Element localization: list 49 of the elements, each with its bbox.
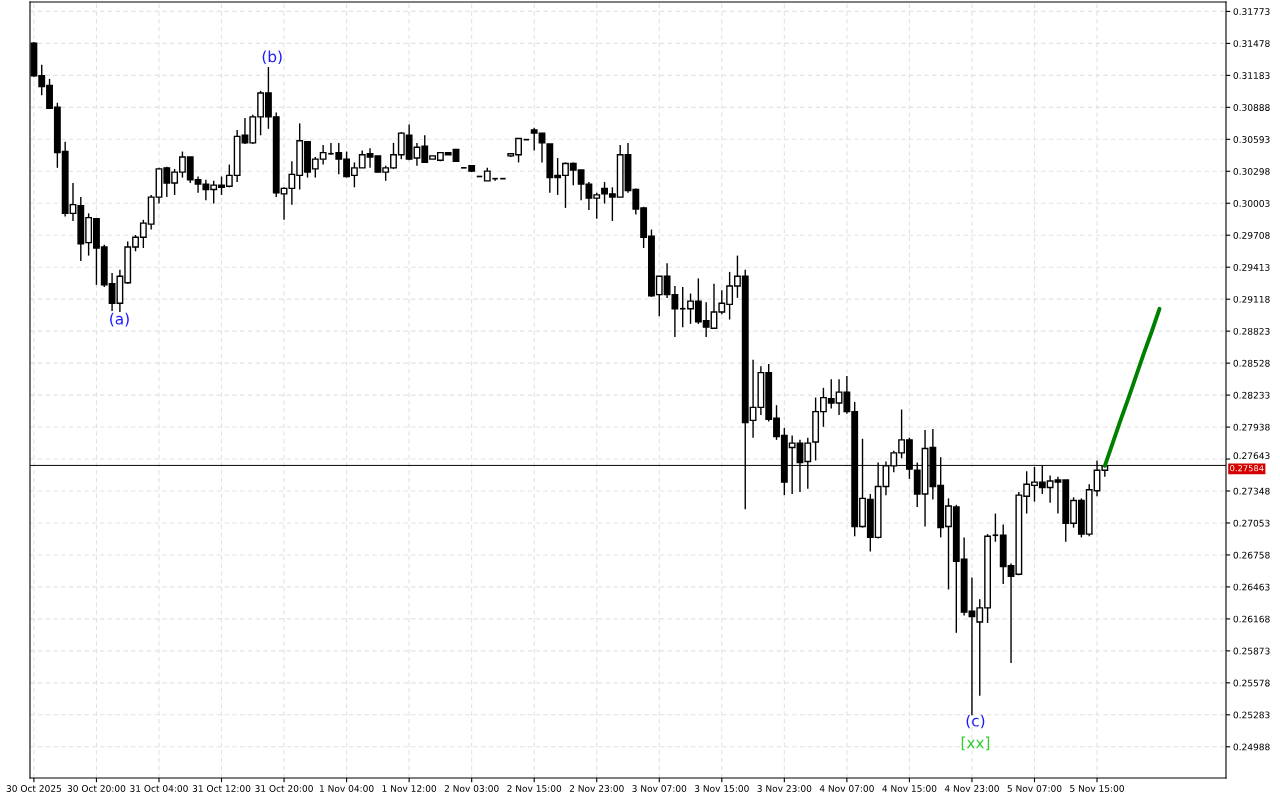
y-tick-label: 0.29413 [1233,263,1270,271]
annotation: (a) [110,312,129,327]
x-tick-label: 5 Nov 07:00 [1007,785,1062,792]
x-tick-label: 30 Oct 20:00 [67,785,126,792]
x-tick-label: 2 Nov 03:00 [444,785,499,792]
y-tick-label: 0.31478 [1233,40,1270,47]
ref-line-label: 0.27584 [1230,465,1264,472]
y-tick-label: 0.28528 [1233,359,1270,367]
y-tick-label: 0.28823 [1233,327,1270,335]
x-tick-label: 3 Nov 23:00 [757,785,812,792]
annotation: [xx] [961,736,990,751]
x-tick-label: 5 Nov 15:00 [1070,785,1124,792]
y-tick-label: 0.27643 [1233,452,1270,460]
y-tick-label: 0.24988 [1233,743,1270,751]
y-tick-label: 0.30298 [1233,168,1270,175]
candlestick [991,512,999,543]
y-tick-label: 0.30003 [1233,199,1270,207]
candlestick [679,286,687,328]
y-tick-label: 0.25873 [1233,647,1270,655]
y-tick-label: 0.27053 [1233,519,1270,527]
y-tick-label: 0.26463 [1233,583,1270,591]
y-tick-label: 0.30888 [1233,104,1270,111]
y-tick-label: 0.28233 [1233,391,1270,399]
y-tick-label: 0.31773 [1233,8,1270,15]
x-tick-label: 4 Nov 23:00 [944,785,999,792]
y-tick-label: 0.27348 [1233,487,1270,495]
y-tick-label: 0.31183 [1233,72,1270,79]
x-tick-label: 3 Nov 07:00 [632,785,687,792]
y-tick-label: 0.26758 [1233,551,1270,559]
x-tick-label: 31 Oct 20:00 [255,785,313,792]
annotation: (c) [966,714,985,729]
y-tick-label: 0.26168 [1233,615,1270,623]
x-tick-label: 2 Nov 23:00 [569,785,624,792]
y-tick-label: 0.30593 [1233,136,1270,143]
y-tick-label: 0.25283 [1233,711,1270,719]
x-tick-label: 31 Oct 04:00 [130,785,188,792]
y-tick-label: 0.27938 [1233,423,1270,431]
x-tick-label: 30 Oct 2025 [6,785,62,792]
x-tick-label: 4 Nov 07:00 [819,785,874,792]
annotation: (b) [262,50,282,65]
x-tick-label: 2 Nov 15:00 [507,785,562,792]
y-tick-label: 0.25578 [1233,679,1270,687]
x-tick-label: 4 Nov 15:00 [882,785,937,792]
y-tick-label: 0.29708 [1233,231,1270,239]
x-tick-label: 1 Nov 12:00 [382,785,437,792]
x-tick-label: 31 Oct 12:00 [192,785,251,792]
y-tick-label: 0.29118 [1233,295,1270,303]
x-tick-label: 3 Nov 15:00 [694,785,749,792]
x-tick-label: 1 Nov 04:00 [320,785,374,792]
